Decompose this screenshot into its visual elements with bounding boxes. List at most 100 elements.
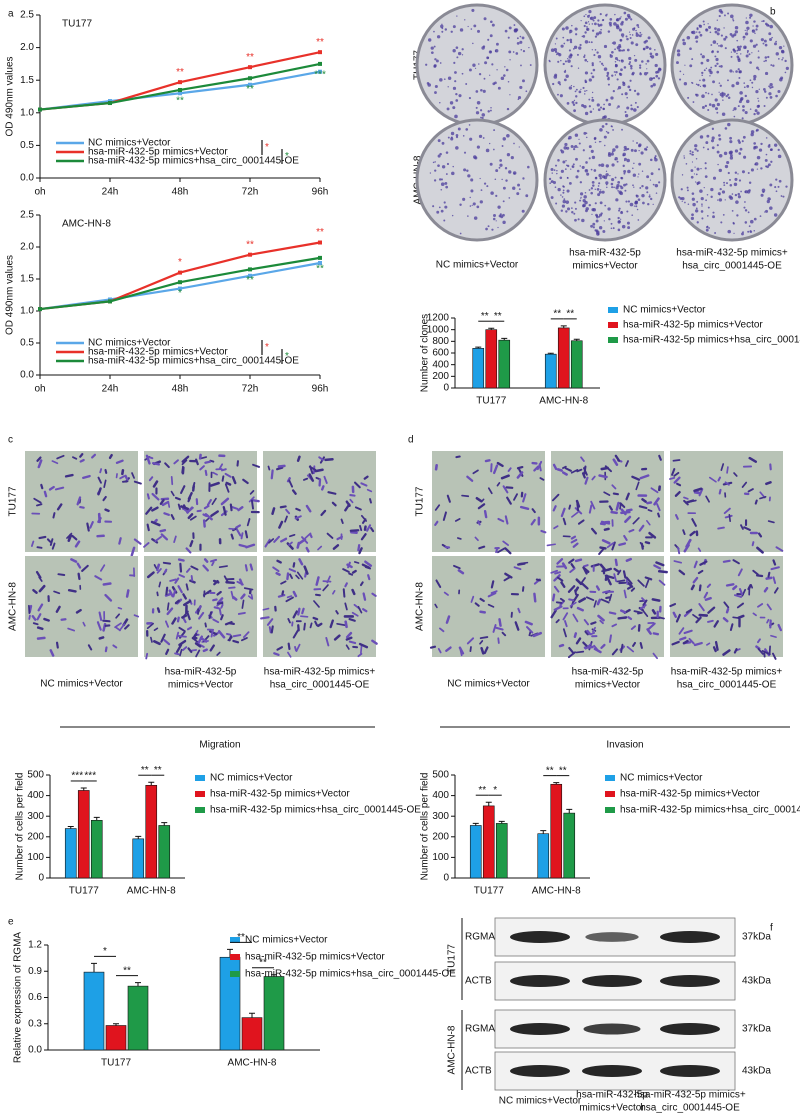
colony	[723, 14, 726, 17]
cell	[342, 588, 346, 598]
cell	[723, 601, 730, 609]
cell	[266, 618, 274, 626]
colony	[566, 102, 570, 105]
column-label: hsa-miR-432-5p	[569, 248, 641, 259]
colony	[467, 174, 471, 178]
legend-significance: *	[285, 151, 289, 162]
cell	[264, 538, 271, 548]
cell	[490, 580, 495, 589]
cell	[765, 481, 772, 486]
cell	[104, 468, 108, 474]
colony	[574, 27, 578, 31]
point	[38, 107, 42, 112]
cell	[652, 632, 660, 636]
cell	[497, 517, 505, 523]
colony	[744, 201, 746, 203]
colony	[590, 72, 593, 75]
colony	[617, 86, 622, 90]
colony	[617, 216, 620, 220]
colony	[695, 209, 699, 213]
colony	[506, 153, 511, 157]
cell	[487, 487, 493, 495]
colony	[616, 78, 619, 81]
colony	[652, 183, 655, 186]
cell	[608, 505, 613, 511]
colony	[603, 135, 607, 139]
bar	[241, 1017, 263, 1051]
colony	[513, 172, 516, 175]
colony	[637, 219, 640, 221]
cell	[349, 498, 354, 504]
colony	[614, 13, 616, 16]
cell	[651, 598, 661, 602]
colony	[594, 49, 597, 51]
colony	[777, 185, 780, 188]
cell	[495, 626, 504, 631]
colony	[618, 28, 622, 32]
colony	[635, 205, 638, 208]
cell	[199, 636, 208, 643]
cell	[195, 458, 199, 466]
cell	[79, 458, 85, 463]
x-tick-label: oh	[34, 384, 45, 395]
cell	[168, 589, 174, 598]
colony	[425, 63, 428, 66]
colony	[567, 59, 571, 63]
cell	[133, 480, 142, 485]
legend-label: hsa-miR-432-5p mimics+hsa_circ_0001445-O…	[88, 156, 299, 167]
colony	[728, 195, 732, 199]
colony	[599, 177, 602, 180]
cell	[500, 474, 510, 480]
cell	[220, 603, 224, 609]
colony	[560, 209, 563, 212]
colony	[605, 98, 609, 102]
colony	[602, 64, 604, 67]
cell	[572, 613, 579, 623]
row-label: TU177	[415, 486, 426, 516]
colony	[631, 72, 634, 76]
colony	[748, 189, 751, 192]
colony	[714, 64, 717, 68]
cell	[757, 648, 764, 655]
significance-label: **	[481, 311, 489, 322]
cell	[211, 497, 217, 506]
colony	[650, 197, 653, 201]
colony	[760, 193, 764, 197]
colony	[433, 179, 437, 182]
colony	[722, 99, 724, 101]
cell	[682, 529, 686, 536]
cell	[671, 468, 676, 476]
colony	[581, 165, 585, 169]
colony	[550, 167, 554, 171]
cell	[279, 505, 287, 509]
colony	[447, 136, 450, 139]
colony	[564, 168, 567, 171]
cell	[117, 607, 123, 610]
column-label: hsa_circ_0001445-OE	[640, 1103, 740, 1114]
cell	[757, 532, 763, 538]
colony	[746, 26, 750, 30]
cell	[483, 509, 488, 519]
colony	[711, 127, 715, 130]
colony	[753, 74, 757, 79]
cell	[772, 576, 777, 585]
y-tick-label: 500	[432, 770, 449, 781]
cell	[736, 602, 745, 609]
colony	[683, 157, 686, 159]
cell	[245, 543, 256, 549]
bar	[145, 784, 158, 879]
colony	[455, 146, 459, 150]
cell	[250, 499, 254, 510]
cell	[48, 485, 55, 491]
colony	[483, 17, 487, 21]
colony	[528, 46, 530, 49]
cell	[501, 631, 507, 637]
significance-label: **	[176, 96, 184, 107]
chart-title: AMC-HN-8	[62, 219, 111, 230]
cell	[331, 501, 337, 507]
colony	[728, 151, 733, 155]
colony	[458, 94, 462, 98]
point	[318, 240, 322, 245]
cell	[617, 569, 622, 576]
colony	[620, 33, 625, 37]
